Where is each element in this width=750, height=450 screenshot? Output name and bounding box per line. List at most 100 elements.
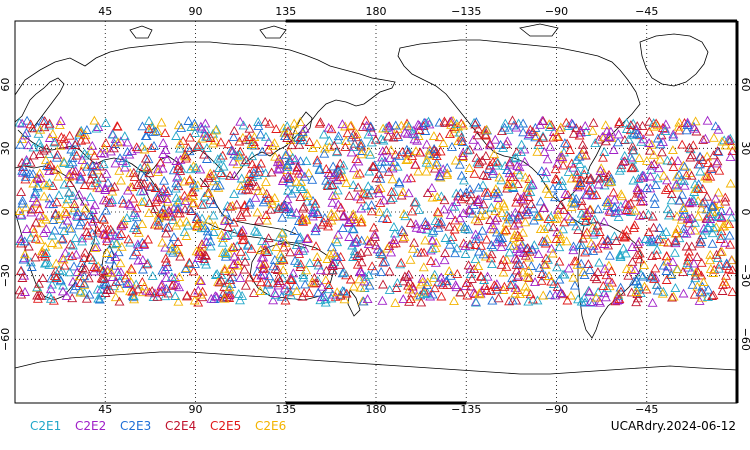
observation-marker: [157, 265, 168, 275]
observation-marker: [340, 141, 351, 151]
observation-marker: [280, 295, 291, 305]
observation-marker: [403, 188, 414, 198]
observation-marker: [102, 248, 112, 257]
observation-marker: [363, 181, 374, 191]
observation-marker: [309, 202, 320, 212]
observation-marker: [34, 234, 45, 244]
observation-marker: [85, 209, 96, 219]
legend: C2E1 C2E2 C2E3 C2E4 C2E5 C2E6: [30, 419, 286, 433]
observation-marker: [96, 172, 107, 182]
observation-marker: [714, 211, 725, 221]
observation-marker: [70, 139, 81, 149]
observation-marker: [201, 259, 212, 269]
observation-marker: [39, 258, 50, 268]
observation-marker: [627, 141, 638, 151]
observation-marker: [96, 263, 107, 273]
observation-marker: [652, 244, 663, 254]
observation-marker: [199, 128, 210, 138]
observation-marker: [388, 132, 399, 142]
observation-marker: [308, 278, 319, 288]
observation-marker: [271, 124, 282, 133]
observation-marker: [206, 293, 217, 303]
observation-marker: [449, 122, 460, 132]
observation-marker: [260, 116, 271, 126]
observation-marker: [496, 241, 507, 251]
observation-marker: [25, 157, 36, 167]
observation-marker: [315, 265, 326, 275]
observation-marker: [382, 214, 393, 223]
observation-marker: [554, 274, 565, 284]
observation-marker: [595, 297, 606, 307]
observation-marker: [294, 233, 305, 243]
observation-marker: [200, 124, 211, 134]
observation-marker: [229, 189, 240, 199]
observation-marker: [376, 134, 387, 144]
observation-marker: [80, 134, 91, 144]
observation-marker: [98, 265, 109, 275]
observation-marker: [251, 181, 262, 191]
observation-marker: [398, 294, 409, 304]
observation-marker: [349, 163, 359, 173]
observation-marker: [343, 217, 354, 227]
observation-marker: [174, 272, 185, 281]
observation-marker: [487, 168, 498, 178]
observation-marker: [327, 261, 338, 270]
observation-marker: [345, 274, 356, 284]
observation-marker: [604, 205, 615, 215]
observation-marker: [111, 276, 122, 286]
observation-marker: [218, 233, 228, 243]
observation-marker: [456, 170, 467, 180]
observation-marker: [321, 175, 332, 185]
observation-marker: [576, 208, 587, 218]
observation-marker: [548, 279, 559, 288]
observation-marker: [312, 157, 323, 167]
observation-marker: [446, 116, 457, 126]
observation-marker: [163, 185, 174, 195]
observation-marker: [49, 271, 60, 281]
observation-marker: [431, 151, 442, 161]
observation-marker: [70, 232, 81, 242]
observation-marker: [428, 273, 439, 283]
observation-marker: [41, 143, 52, 153]
observation-marker: [100, 230, 111, 240]
observation-marker: [314, 118, 325, 128]
observation-marker: [279, 200, 290, 210]
observation-marker: [45, 284, 56, 294]
observation-marker: [602, 236, 613, 246]
observation-marker: [510, 282, 521, 292]
observation-marker: [344, 190, 355, 200]
observation-marker: [196, 223, 207, 233]
observation-marker: [700, 171, 711, 181]
observation-marker: [681, 228, 692, 238]
observation-marker: [140, 131, 151, 141]
observation-marker: [26, 207, 37, 217]
observation-marker: [384, 284, 395, 294]
observation-marker: [380, 256, 391, 266]
observation-marker: [609, 202, 620, 212]
observation-marker: [684, 198, 695, 208]
observation-marker: [527, 294, 538, 304]
observation-marker: [478, 180, 488, 190]
observation-marker: [586, 238, 597, 248]
observation-marker: [21, 154, 32, 164]
observation-marker: [122, 146, 133, 156]
observation-marker: [186, 187, 197, 197]
observation-marker: [552, 281, 563, 291]
observation-marker: [235, 209, 246, 219]
observation-marker: [196, 199, 207, 209]
observation-marker: [672, 182, 683, 192]
observation-marker: [424, 150, 434, 160]
observation-marker: [523, 207, 534, 217]
observation-marker: [627, 145, 638, 155]
top-lon-tick: 45: [98, 5, 112, 18]
observation-marker: [470, 254, 481, 264]
top-lon-tick: −45: [635, 5, 658, 18]
observation-marker: [543, 221, 554, 231]
observation-marker: [543, 188, 554, 198]
observation-marker: [212, 268, 223, 278]
observation-marker: [257, 185, 268, 195]
observation-marker: [592, 267, 603, 276]
observation-marker: [59, 133, 70, 143]
observation-marker: [720, 237, 730, 247]
observation-marker: [339, 267, 349, 277]
